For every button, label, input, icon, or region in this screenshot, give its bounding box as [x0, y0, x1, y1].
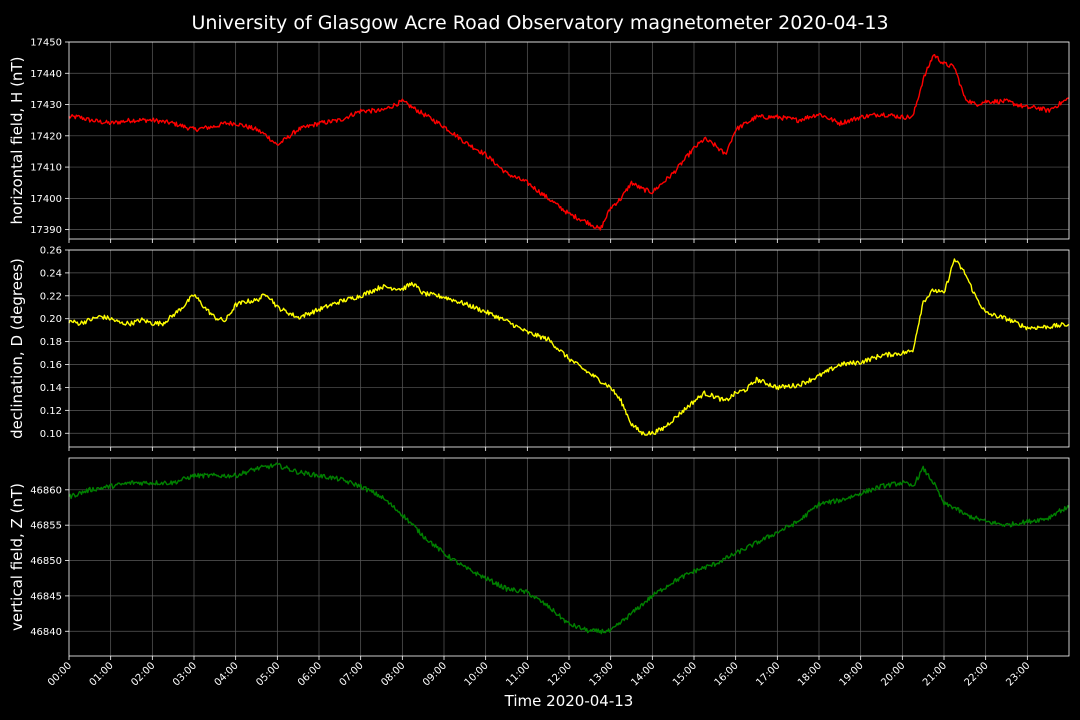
y-axis-label: declination, D (degrees)	[8, 258, 26, 439]
y-tick-label: 17430	[30, 100, 62, 111]
y-tick-label: 46855	[30, 521, 62, 532]
series-line	[68, 258, 1070, 436]
panel-1: 17390 17400 17410 17420 17430 17440 17450 horiz…	[8, 38, 1070, 243]
plot-frame	[68, 249, 1070, 448]
series-line	[68, 54, 1070, 231]
y-axis-label: vertical field, Z (nT)	[8, 483, 26, 631]
panel-3: 46840 46845 46850 46855 46860 vertical field,…	[8, 457, 1070, 660]
y-tick-label: 46850	[30, 556, 62, 567]
y-tick-label: 17390	[30, 225, 62, 236]
series-line	[68, 462, 1070, 635]
y-tick-label: 17400	[30, 194, 62, 205]
y-tick-label: 0.26	[40, 246, 62, 257]
y-tick-label: 17450	[30, 38, 62, 49]
x-axis-label: Time 2020-04-13	[504, 692, 634, 710]
y-tick-label: 46860	[30, 485, 62, 496]
y-tick-label: 0.18	[40, 337, 62, 348]
y-tick-label: 0.10	[40, 429, 62, 440]
y-tick-label: 0.20	[40, 314, 62, 325]
y-tick-label: 17420	[30, 131, 62, 142]
plot-frame	[68, 457, 1070, 657]
chart-panels: 17390 17400 17410 17420 17430 17440 17450 horiz…	[8, 38, 1070, 660]
y-tick-label: 0.22	[40, 291, 62, 302]
y-tick-label: 17440	[30, 69, 62, 80]
y-tick-label: 0.14	[40, 383, 62, 394]
y-tick-label: 17410	[30, 163, 62, 174]
y-tick-label: 0.12	[40, 406, 62, 417]
y-tick-label: 0.16	[40, 360, 62, 371]
chart-title: University of Glasgow Acre Road Observat…	[191, 12, 888, 34]
plot-frame	[68, 41, 1070, 240]
y-tick-label: 46845	[30, 591, 62, 602]
y-axis-label: horizontal field, H (nT)	[8, 57, 26, 225]
y-tick-label: 0.24	[40, 268, 62, 279]
y-tick-label: 46840	[30, 627, 62, 638]
panel-2: 0.10 0.12 0.14 0.16 0.18 0.20 0.22 0.24 0.26 decl…	[8, 246, 1070, 451]
